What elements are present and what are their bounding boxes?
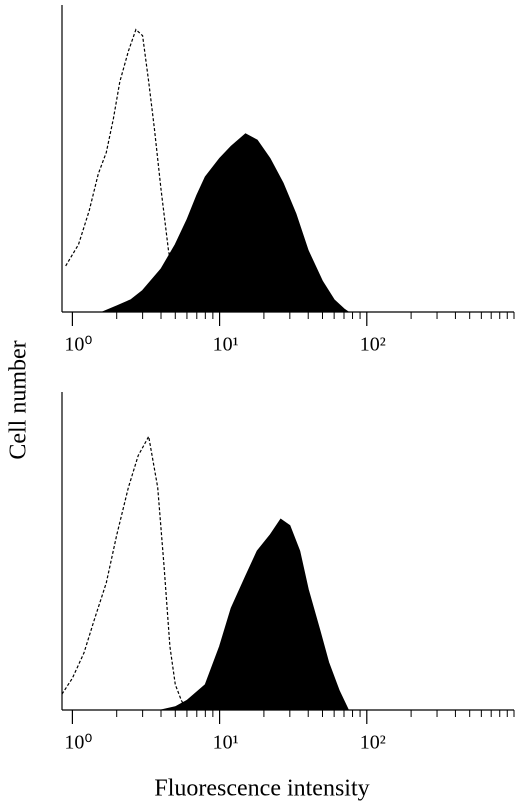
x-tick-label: 10⁰	[64, 732, 92, 754]
x-tick-label: 10¹	[213, 334, 239, 356]
x-tick-label: 10¹	[213, 732, 239, 754]
x-tick-label: 10²	[360, 732, 386, 754]
y-axis-label: Cell number	[6, 340, 32, 459]
x-tick-label: 10⁰	[64, 334, 92, 356]
filled-histogram	[160, 518, 350, 711]
x-axis-label: Fluorescence intensity	[154, 776, 369, 802]
dashed-histogram	[61, 434, 188, 711]
x-tick-label: 10²	[360, 334, 386, 356]
filled-histogram	[102, 133, 350, 313]
